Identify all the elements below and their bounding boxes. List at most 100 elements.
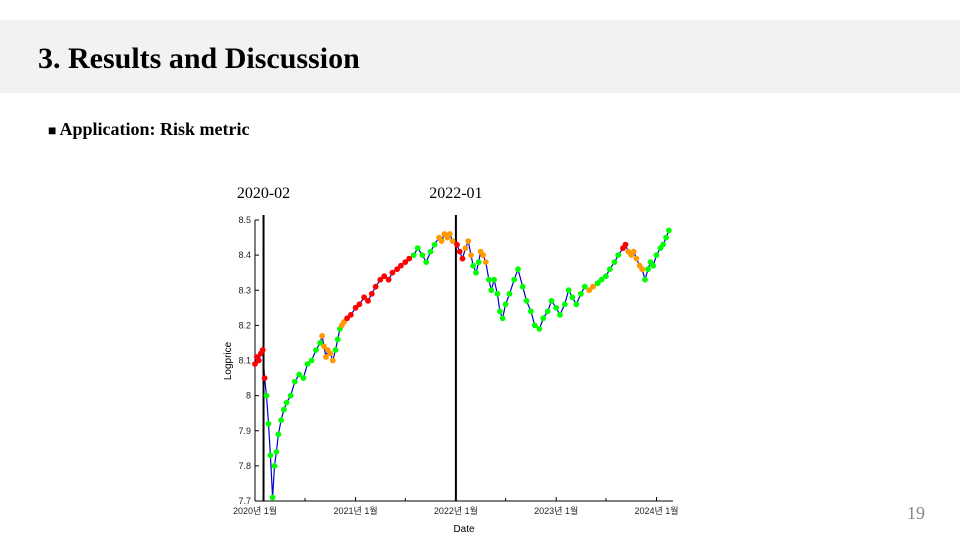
risk-point [594, 280, 601, 287]
risk-point [645, 266, 651, 273]
risk-point [653, 252, 660, 258]
y-tick-label: 8.1 [238, 356, 251, 366]
risk-point [473, 269, 479, 276]
risk-point [269, 494, 276, 501]
risk-point [611, 259, 618, 265]
risk-point [536, 325, 543, 332]
page-number: 19 [907, 503, 925, 523]
risk-point [304, 361, 311, 367]
risk-point [622, 241, 629, 248]
risk-point [267, 452, 274, 459]
risk-point [663, 234, 669, 241]
risk-point [356, 301, 363, 308]
risk-point [642, 276, 648, 283]
risk-point [581, 283, 588, 290]
y-tick-label: 8 [246, 391, 251, 401]
risk-point [410, 252, 417, 258]
risk-point [259, 347, 266, 353]
section-heading: ■ Application: Risk metric [48, 117, 249, 144]
risk-point [381, 273, 388, 280]
risk-point [606, 266, 613, 273]
risk-point [502, 301, 509, 308]
risk-point [372, 283, 379, 290]
risk-point [630, 248, 637, 255]
y-tick-label: 8.4 [238, 250, 251, 260]
risk-point [660, 241, 666, 248]
risk-point [296, 371, 303, 378]
risk-point [261, 375, 268, 381]
risk-point [313, 347, 319, 353]
risk-point [475, 259, 482, 265]
risk-point [565, 287, 572, 294]
risk-point [590, 283, 596, 290]
risk-point [397, 262, 404, 269]
risk-point [347, 311, 354, 318]
risk-point [385, 276, 392, 283]
risk-point [322, 354, 329, 360]
risk-point [485, 276, 492, 283]
risk-point [506, 290, 513, 297]
y-tick-label: 7.7 [238, 496, 251, 506]
x-tick-label: 2023년 1월 [534, 505, 578, 516]
risk-point [496, 308, 503, 315]
risk-point [278, 417, 284, 424]
risk-point [431, 241, 438, 248]
risk-point [639, 266, 646, 273]
risk-point [446, 231, 453, 237]
risk-point [523, 297, 530, 304]
risk-point [308, 357, 315, 364]
risk-point [423, 259, 430, 265]
y-axis-label: Logprice [223, 341, 234, 380]
risk-point [456, 248, 463, 255]
risk-point [414, 245, 421, 251]
risk-point [482, 259, 489, 265]
y-tick-label: 8.3 [238, 285, 251, 295]
risk-point [319, 332, 325, 339]
y-tick-label: 8.2 [238, 320, 251, 330]
risk-point [650, 262, 657, 269]
risk-point [519, 283, 526, 290]
risk-point [394, 266, 400, 273]
risk-point [329, 357, 336, 364]
risk-point [273, 448, 280, 455]
risk-point [263, 392, 270, 399]
y-tick-label: 7.9 [238, 426, 251, 436]
risk-point [488, 287, 495, 294]
risk-point [578, 290, 584, 297]
x-tick-label: 2024년 1월 [634, 505, 678, 516]
risk-point [332, 347, 339, 353]
x-tick-label: 2021년 1월 [334, 505, 378, 516]
risk-point [427, 248, 434, 255]
risk-point [544, 308, 551, 315]
risk-point [283, 399, 290, 406]
risk-point [531, 322, 538, 329]
risk-point [321, 343, 327, 350]
risk-point [548, 297, 555, 304]
title-bar [0, 20, 960, 93]
y-tick-label: 8.5 [238, 215, 251, 225]
risk-point [603, 273, 609, 280]
price-line-layer [254, 230, 670, 498]
risk-point [528, 308, 534, 315]
event-lines: 2020-02 2022-01 [237, 185, 483, 501]
risk-point [377, 276, 384, 283]
risk-point [553, 304, 560, 311]
section-heading-text: Application: Risk metric [59, 119, 250, 139]
risk-point [494, 290, 501, 297]
risk-point [255, 357, 262, 364]
risk-point [462, 245, 469, 251]
risk-point [499, 315, 506, 322]
risk-point [449, 238, 456, 244]
x-tick-label: 2022년 1월 [434, 505, 478, 516]
risk-point [389, 269, 396, 276]
risk-point [491, 276, 497, 283]
risk-point [438, 238, 445, 244]
risk-point [470, 262, 477, 269]
risk-point [598, 276, 605, 283]
risk-point [454, 241, 460, 248]
bullet-square: ■ [48, 124, 57, 139]
risk-point [569, 294, 576, 301]
risk-point [557, 311, 563, 318]
price-line [254, 230, 670, 498]
